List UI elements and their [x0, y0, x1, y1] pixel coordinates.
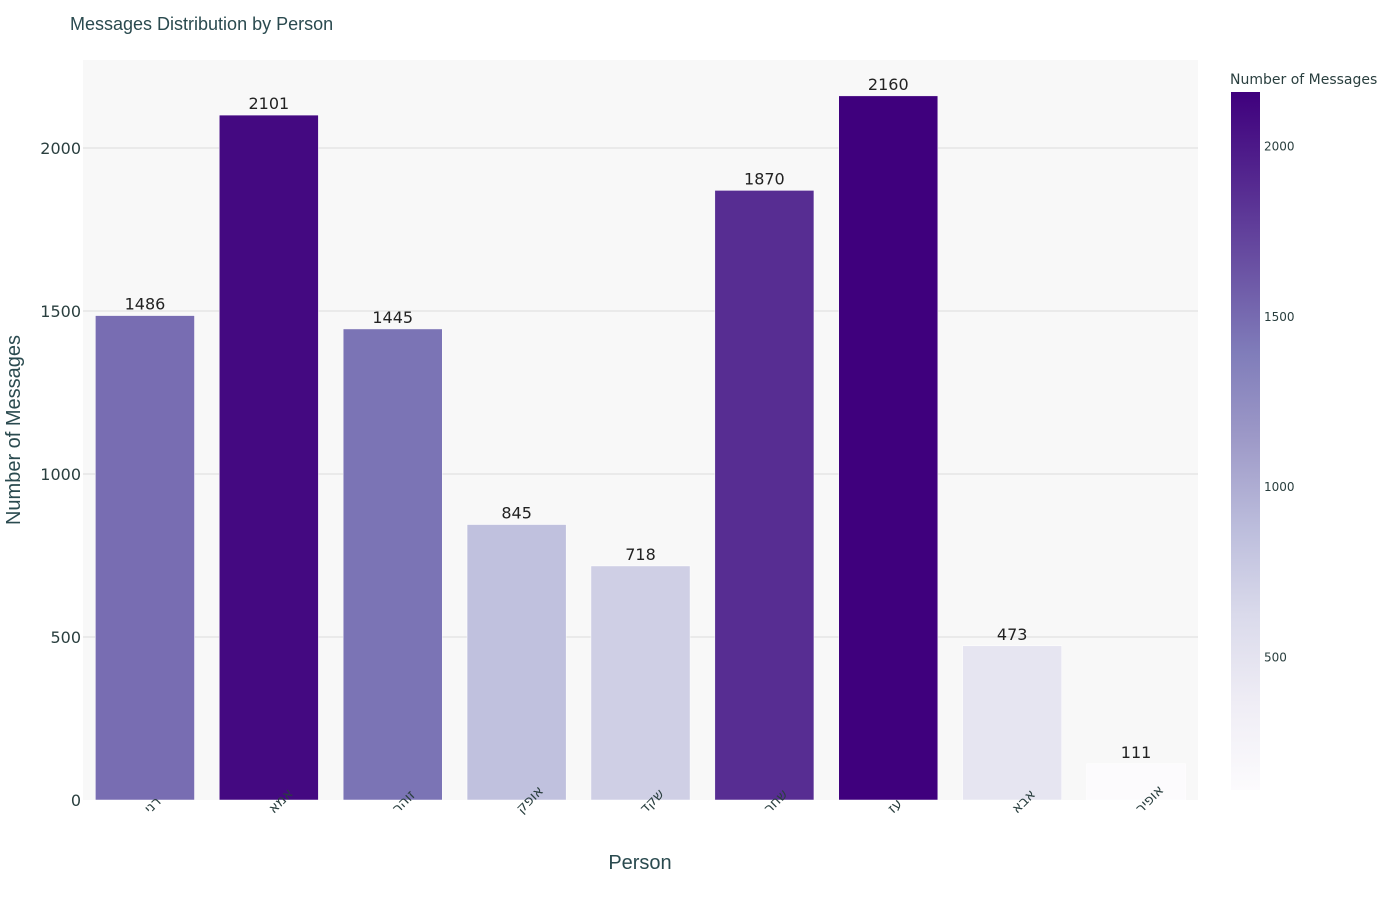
bar: [219, 114, 319, 801]
bar-value-label: 2160: [868, 75, 909, 94]
colorbar-ticks: 500 1000 1500 2000: [1264, 140, 1295, 665]
y-tick-label: 500: [50, 628, 81, 647]
bar-value-label: 2101: [248, 94, 289, 113]
bar-value-label: 1486: [125, 295, 166, 314]
y-tick-label: 2000: [40, 139, 81, 158]
bar-value-label: 1870: [744, 169, 785, 188]
y-tick-label: 1500: [40, 302, 81, 321]
bar: [590, 565, 691, 801]
bar-value-label: 473: [997, 625, 1028, 644]
x-axis-title: Person: [608, 852, 671, 874]
bar-value-label: 1445: [372, 308, 413, 327]
bars: [95, 95, 1186, 801]
bar: [962, 645, 1062, 801]
colorbar-tick-label: 1000: [1264, 480, 1295, 494]
bar: [1086, 763, 1186, 801]
bar: [95, 315, 195, 801]
y-tick-label: 0: [71, 791, 81, 810]
bar: [838, 95, 939, 801]
bar-value-label: 718: [625, 545, 656, 564]
bar-value-label: 111: [1121, 743, 1152, 762]
colorbar-tick-label: 500: [1264, 650, 1287, 664]
chart-title: Messages Distribution by Person: [70, 14, 333, 34]
y-tick-label: 1000: [40, 465, 81, 484]
bar: [714, 190, 815, 801]
bar-value-labels: 1486 2101 1445 845 718 1870 2160 473 111: [125, 75, 1152, 762]
y-axis-title: Number of Messages: [3, 335, 25, 525]
bar-value-label: 845: [501, 504, 532, 523]
y-axis-ticks: 0 500 1000 1500 2000: [40, 139, 81, 810]
colorbar-tick-label: 1500: [1264, 310, 1295, 324]
bar: [466, 524, 567, 801]
colorbar-tick-label: 2000: [1264, 140, 1295, 154]
bar: [342, 328, 443, 801]
colorbar-title: Number of Messages: [1230, 72, 1377, 88]
colorbar: [1231, 92, 1260, 790]
